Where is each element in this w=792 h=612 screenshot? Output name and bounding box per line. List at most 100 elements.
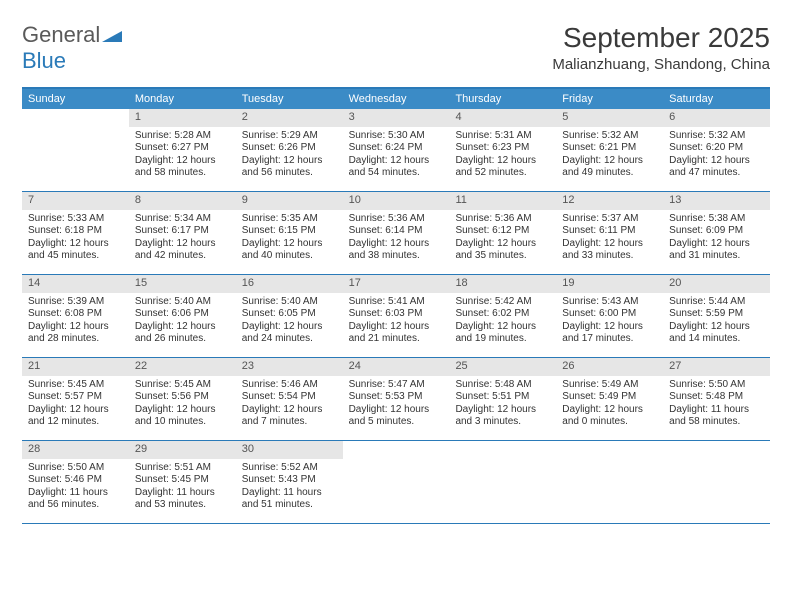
sunrise-text: Sunrise: 5:34 AM (135, 213, 230, 226)
sunrise-text: Sunrise: 5:48 AM (455, 379, 550, 392)
header: General Blue September 2025 Malianzhuang… (22, 22, 770, 77)
day-cell: 27Sunrise: 5:50 AMSunset: 5:48 PMDayligh… (663, 358, 770, 440)
day-cell: 21Sunrise: 5:45 AMSunset: 5:57 PMDayligh… (22, 358, 129, 440)
day-body: Sunrise: 5:39 AMSunset: 6:08 PMDaylight:… (22, 293, 129, 350)
day-cell: 23Sunrise: 5:46 AMSunset: 5:54 PMDayligh… (236, 358, 343, 440)
sunset-text: Sunset: 6:27 PM (135, 142, 230, 155)
day-body: Sunrise: 5:51 AMSunset: 5:45 PMDaylight:… (129, 459, 236, 516)
week-row: 14Sunrise: 5:39 AMSunset: 6:08 PMDayligh… (22, 275, 770, 358)
daylight-text: Daylight: 11 hours and 51 minutes. (242, 487, 337, 512)
day-number: 1 (129, 109, 236, 127)
sunrise-text: Sunrise: 5:51 AM (135, 462, 230, 475)
day-cell: 3 Sunrise: 5:30 AMSunset: 6:24 PMDaylight… (343, 109, 450, 191)
daylight-text: Daylight: 12 hours and 47 minutes. (669, 155, 764, 180)
sunset-text: Sunset: 6:05 PM (242, 308, 337, 321)
sunset-text: Sunset: 6:03 PM (349, 308, 444, 321)
sunrise-text: Sunrise: 5:40 AM (242, 296, 337, 309)
logo: General Blue (22, 22, 122, 74)
day-number: 27 (663, 358, 770, 376)
day-number: 23 (236, 358, 343, 376)
day-cell: 18Sunrise: 5:42 AMSunset: 6:02 PMDayligh… (449, 275, 556, 357)
day-body: Sunrise: 5:35 AMSunset: 6:15 PMDaylight:… (236, 210, 343, 267)
day-number: 20 (663, 275, 770, 293)
sunset-text: Sunset: 6:06 PM (135, 308, 230, 321)
daylight-text: Daylight: 12 hours and 0 minutes. (562, 404, 657, 429)
day-number: 6 (663, 109, 770, 127)
sunset-text: Sunset: 5:53 PM (349, 391, 444, 404)
daylight-text: Daylight: 12 hours and 7 minutes. (242, 404, 337, 429)
daylight-text: Daylight: 12 hours and 35 minutes. (455, 238, 550, 263)
day-body: Sunrise: 5:34 AMSunset: 6:17 PMDaylight:… (129, 210, 236, 267)
daylight-text: Daylight: 12 hours and 54 minutes. (349, 155, 444, 180)
daylight-text: Daylight: 12 hours and 14 minutes. (669, 321, 764, 346)
day-body: Sunrise: 5:37 AMSunset: 6:11 PMDaylight:… (556, 210, 663, 267)
day-cell: 10Sunrise: 5:36 AMSunset: 6:14 PMDayligh… (343, 192, 450, 274)
sunset-text: Sunset: 5:51 PM (455, 391, 550, 404)
day-number: 28 (22, 441, 129, 459)
daylight-text: Daylight: 12 hours and 3 minutes. (455, 404, 550, 429)
day-cell: 9Sunrise: 5:35 AMSunset: 6:15 PMDaylight… (236, 192, 343, 274)
daylight-text: Daylight: 11 hours and 56 minutes. (28, 487, 123, 512)
sunset-text: Sunset: 6:20 PM (669, 142, 764, 155)
sunset-text: Sunset: 6:26 PM (242, 142, 337, 155)
weekday-header: Monday (129, 89, 236, 109)
sunrise-text: Sunrise: 5:36 AM (455, 213, 550, 226)
day-body: Sunrise: 5:33 AMSunset: 6:18 PMDaylight:… (22, 210, 129, 267)
calendar-weeks: 1Sunrise: 5:28 AMSunset: 6:27 PMDaylight… (22, 109, 770, 524)
daylight-text: Daylight: 12 hours and 42 minutes. (135, 238, 230, 263)
day-body: Sunrise: 5:44 AMSunset: 5:59 PMDaylight:… (663, 293, 770, 350)
logo-word-1: General (22, 22, 100, 47)
day-body: Sunrise: 5:40 AMSunset: 6:05 PMDaylight:… (236, 293, 343, 350)
daylight-text: Daylight: 12 hours and 21 minutes. (349, 321, 444, 346)
sunrise-text: Sunrise: 5:37 AM (562, 213, 657, 226)
day-body: Sunrise: 5:46 AMSunset: 5:54 PMDaylight:… (236, 376, 343, 433)
weekday-header: Friday (556, 89, 663, 109)
sunrise-text: Sunrise: 5:30 AM (349, 130, 444, 143)
day-number: 29 (129, 441, 236, 459)
sunset-text: Sunset: 6:24 PM (349, 142, 444, 155)
day-body: Sunrise: 5:49 AMSunset: 5:49 PMDaylight:… (556, 376, 663, 433)
sunset-text: Sunset: 6:14 PM (349, 225, 444, 238)
day-cell: 22Sunrise: 5:45 AMSunset: 5:56 PMDayligh… (129, 358, 236, 440)
sunset-text: Sunset: 6:11 PM (562, 225, 657, 238)
sunset-text: Sunset: 6:15 PM (242, 225, 337, 238)
day-number: 2 (236, 109, 343, 127)
sunset-text: Sunset: 5:59 PM (669, 308, 764, 321)
day-number: 8 (129, 192, 236, 210)
sunrise-text: Sunrise: 5:50 AM (28, 462, 123, 475)
day-number: 26 (556, 358, 663, 376)
sunset-text: Sunset: 5:43 PM (242, 474, 337, 487)
week-row: 21Sunrise: 5:45 AMSunset: 5:57 PMDayligh… (22, 358, 770, 441)
sunrise-text: Sunrise: 5:38 AM (669, 213, 764, 226)
empty-day-cell (449, 441, 556, 523)
weekday-header: Thursday (449, 89, 556, 109)
daylight-text: Daylight: 12 hours and 52 minutes. (455, 155, 550, 180)
sunset-text: Sunset: 6:12 PM (455, 225, 550, 238)
day-number: 19 (556, 275, 663, 293)
daylight-text: Daylight: 12 hours and 26 minutes. (135, 321, 230, 346)
sunrise-text: Sunrise: 5:52 AM (242, 462, 337, 475)
sunrise-text: Sunrise: 5:47 AM (349, 379, 444, 392)
sunrise-text: Sunrise: 5:45 AM (135, 379, 230, 392)
daylight-text: Daylight: 12 hours and 40 minutes. (242, 238, 337, 263)
day-body: Sunrise: 5:43 AMSunset: 6:00 PMDaylight:… (556, 293, 663, 350)
day-number: 25 (449, 358, 556, 376)
day-body: Sunrise: 5:38 AMSunset: 6:09 PMDaylight:… (663, 210, 770, 267)
day-cell: 15Sunrise: 5:40 AMSunset: 6:06 PMDayligh… (129, 275, 236, 357)
sunrise-text: Sunrise: 5:50 AM (669, 379, 764, 392)
title-block: September 2025 Malianzhuang, Shandong, C… (552, 22, 770, 77)
day-body: Sunrise: 5:32 AMSunset: 6:21 PMDaylight:… (556, 127, 663, 184)
daylight-text: Daylight: 12 hours and 5 minutes. (349, 404, 444, 429)
sunrise-text: Sunrise: 5:31 AM (455, 130, 550, 143)
day-body: Sunrise: 5:45 AMSunset: 5:56 PMDaylight:… (129, 376, 236, 433)
daylight-text: Daylight: 11 hours and 58 minutes. (669, 404, 764, 429)
day-number: 11 (449, 192, 556, 210)
day-number: 10 (343, 192, 450, 210)
day-number: 15 (129, 275, 236, 293)
logo-word-2: Blue (22, 48, 66, 73)
sunrise-text: Sunrise: 5:29 AM (242, 130, 337, 143)
sunset-text: Sunset: 6:17 PM (135, 225, 230, 238)
day-number: 3 (343, 109, 450, 127)
day-cell: 7Sunrise: 5:33 AMSunset: 6:18 PMDaylight… (22, 192, 129, 274)
sunrise-text: Sunrise: 5:49 AM (562, 379, 657, 392)
